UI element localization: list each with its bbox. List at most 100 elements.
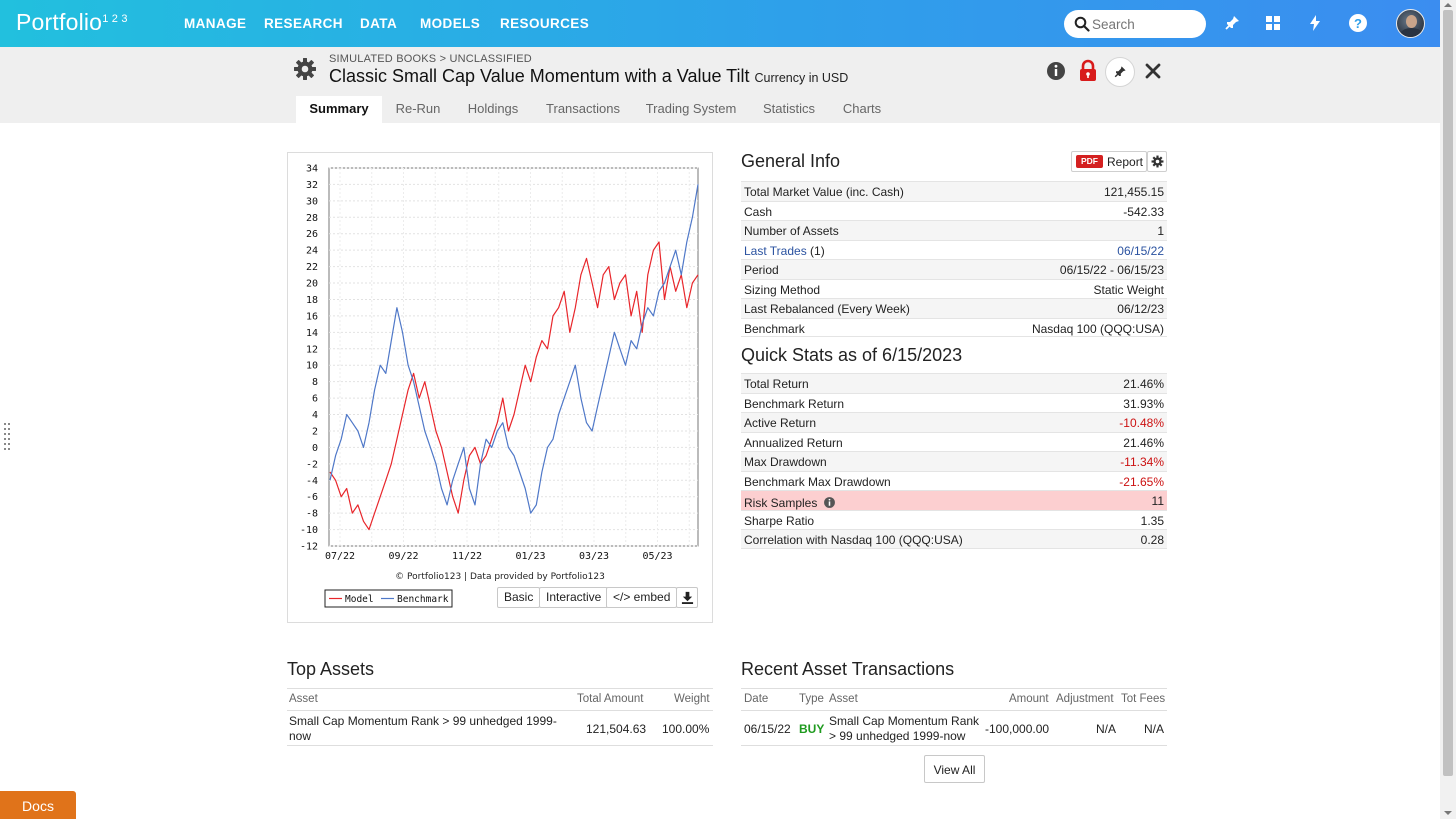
tab-trading-system[interactable]: Trading System <box>645 101 737 116</box>
general-info-title: General Info <box>741 151 841 171</box>
nav-resources[interactable]: RESOURCES <box>500 16 590 31</box>
y-tick-label: 10 <box>306 361 318 372</box>
y-tick-label: 32 <box>306 180 318 191</box>
download-icon <box>681 591 694 604</box>
tab-summary[interactable]: Summary <box>296 96 382 123</box>
info-row-cash: Cash -542.33 <box>741 200 1167 221</box>
performance-chart-panel: -12 -10 -8 -6 -4 -2 0 2 4 6 8 10 12 14 16 18 20 22 24 26 28 3… <box>287 152 713 623</box>
breadcrumb[interactable]: SIMULATED BOOKS > UNCLASSIFIED <box>329 53 532 65</box>
search-icon <box>1074 16 1090 32</box>
avatar[interactable] <box>1396 9 1425 38</box>
y-tick-label: -12 <box>300 542 318 553</box>
search-box[interactable] <box>1064 10 1206 38</box>
divider <box>287 745 713 746</box>
x-tick-label: 01/23 <box>515 551 545 562</box>
tx-amount: -100,000.00 <box>985 722 1050 736</box>
last-trades-date-link[interactable]: 06/15/22 <box>1117 243 1164 258</box>
col-header-date: Date <box>744 693 769 705</box>
view-all-button[interactable]: View All <box>924 755 985 783</box>
y-tick-label: 16 <box>306 311 318 322</box>
x-tick-label: 05/23 <box>642 551 672 562</box>
y-tick-label: -2 <box>306 459 318 470</box>
tab-transactions[interactable]: Transactions <box>546 101 620 116</box>
pdf-report-button[interactable]: PDF Report <box>1071 151 1147 172</box>
tab-statistics[interactable]: Statistics <box>762 101 815 116</box>
info-icon[interactable] <box>823 496 836 509</box>
tx-fees: N/A <box>1144 722 1165 736</box>
pin-button[interactable] <box>1105 57 1135 87</box>
divider <box>287 710 713 711</box>
tab-holdings[interactable]: Holdings <box>467 101 519 116</box>
y-tick-label: 14 <box>306 328 318 339</box>
bolt-icon[interactable] <box>1305 13 1325 33</box>
col-header-adjustment: Adjustment <box>1056 693 1114 705</box>
tx-asset-link[interactable]: Small Cap Momentum Rank > 99 unhedged 199… <box>829 714 980 743</box>
x-tick-label: 09/22 <box>388 551 418 562</box>
y-tick-label: -4 <box>306 476 318 487</box>
page-header <box>0 47 1440 123</box>
tab-re-run[interactable]: Re-Run <box>395 101 441 116</box>
nav-models[interactable]: MODELS <box>420 16 481 31</box>
last-trades-link[interactable]: Last Trades <box>744 243 807 258</box>
nav-manage[interactable]: MANAGE <box>184 16 247 31</box>
divider <box>741 745 1167 746</box>
pin-icon[interactable] <box>1222 13 1242 33</box>
report-settings-button[interactable] <box>1147 151 1167 172</box>
nav-research[interactable]: RESEARCH <box>264 16 343 31</box>
chart-credit: © Portfolio123 | Data provided by Portfo… <box>395 572 605 582</box>
info-row-sizing: Sizing Method Static Weight <box>741 278 1167 299</box>
x-tick-label: 11/22 <box>452 551 482 562</box>
tab-charts[interactable]: Charts <box>842 101 882 116</box>
stat-row-active-return: Active Return -10.48% <box>741 412 1167 432</box>
nav-data[interactable]: DATA <box>360 16 398 31</box>
stat-row-benchmark-max-drawdown: Benchmark Max Drawdown -21.65% <box>741 470 1167 491</box>
legend-label-benchmark: Benchmark <box>397 594 449 605</box>
search-input[interactable] <box>1092 15 1197 33</box>
col-header-tot-fees: Tot Fees <box>1121 693 1166 705</box>
y-tick-label: 26 <box>306 229 318 240</box>
x-tick-label: 07/22 <box>325 551 355 562</box>
tx-type-badge: BUY <box>799 722 825 736</box>
y-tick-label: 0 <box>312 443 318 454</box>
legend-label-model: Model <box>345 594 374 605</box>
col-header-asset: Asset <box>289 693 318 705</box>
drag-handle-icon[interactable] <box>4 423 10 451</box>
divider <box>741 710 1167 711</box>
logo[interactable]: Portfolio1 2 3 <box>16 9 128 35</box>
divider <box>741 688 1167 689</box>
help-icon[interactable]: ? <box>1348 13 1368 33</box>
lock-icon[interactable] <box>1076 59 1100 83</box>
top-assets-title: Top Assets <box>287 659 375 679</box>
info-row-num-assets: Number of Assets 1 <box>741 220 1167 240</box>
top-nav: Portfolio1 2 3 MANAGE RESEARCH DATA MODE… <box>0 0 1440 47</box>
scrollbar-thumb[interactable] <box>1443 10 1453 776</box>
x-tick-label: 03/23 <box>579 551 609 562</box>
y-tick-label: 12 <box>306 344 318 355</box>
grid-icon[interactable] <box>1263 13 1283 33</box>
stat-row-annualized-return: Annualized Return 21.46% <box>741 431 1167 452</box>
stat-row-sharpe-ratio: Sharpe Ratio 1.35 <box>741 509 1167 530</box>
scroll-up-arrow[interactable] <box>1444 3 1452 7</box>
close-icon[interactable] <box>1141 59 1165 83</box>
y-tick-label: -8 <box>306 509 318 520</box>
tx-adjustment: N/A <box>1096 722 1117 736</box>
currency-label: Currency in USD <box>754 71 849 85</box>
col-header-type: Type <box>799 693 824 705</box>
interactive-button[interactable]: Interactive <box>539 587 609 608</box>
performance-chart[interactable]: -12-10-8-6-4-202468101214161820222426283… <box>288 153 714 624</box>
recent-transactions-title: Recent Asset Transactions <box>741 659 955 679</box>
y-tick-label: 24 <box>306 246 318 257</box>
download-button[interactable] <box>676 587 698 608</box>
col-header-weight: Weight <box>674 693 710 705</box>
asset-link[interactable]: Small Cap Momentum Rank > 99 unhedged 19… <box>289 714 557 743</box>
docs-button[interactable]: Docs <box>0 791 76 819</box>
basic-button[interactable]: Basic <box>497 587 541 608</box>
info-row-period: Period 06/15/22 - 06/15/23 <box>741 259 1167 279</box>
pdf-icon: PDF <box>1076 155 1103 168</box>
gear-icon[interactable] <box>293 57 317 81</box>
embed-button[interactable]: </> embed <box>606 587 678 608</box>
asset-weight: 100.00% <box>662 722 710 736</box>
scroll-down-arrow[interactable] <box>1444 811 1452 815</box>
info-icon[interactable] <box>1044 59 1068 83</box>
stat-row-correlation: Correlation with Nasdaq 100 (QQQ:USA) 0.2… <box>741 529 1167 549</box>
